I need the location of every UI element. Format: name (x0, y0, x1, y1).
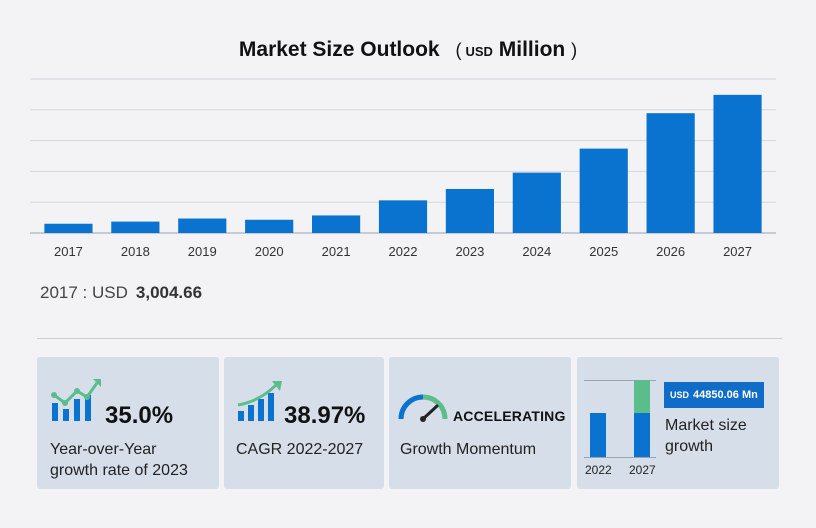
yoy-text: Year-over-Year growth rate of 2023 (50, 439, 188, 481)
base-value: 2017 : USD 3,004.66 (40, 283, 202, 303)
mini-chart-baseline (584, 457, 656, 458)
badge-value: 44850.06 Mn (693, 389, 758, 401)
growth-chart-icon (51, 379, 101, 421)
x-tick-label: 2017 (54, 244, 83, 259)
title-currency: USD (465, 44, 493, 59)
x-tick-label: 2021 (322, 244, 351, 259)
market-size-text: Market size growth (665, 415, 747, 457)
x-tick-label: 2020 (255, 244, 284, 259)
divider (37, 338, 782, 339)
bar-2025 (579, 148, 628, 233)
bar-chart: 2017 2018 2019 2020 2021 2022 2023 2024 2025 2026… (30, 78, 776, 259)
bar-2019 (178, 218, 227, 233)
cagr-value: 38.97% (284, 402, 366, 429)
title-text: Market Size Outlook (238, 38, 440, 61)
yoy-card: 35.0% Year-over-Year growth rate of 2023 (37, 357, 219, 489)
bar-2021 (312, 215, 361, 233)
base-value-number: 3,004.66 (135, 283, 203, 302)
x-tick-label: 2027 (723, 244, 752, 259)
x-tick-label: 2023 (455, 244, 484, 259)
yoy-text-line1: Year-over-Year (50, 441, 157, 458)
title-unit: Million (498, 38, 566, 61)
cagr-text: CAGR 2022-2027 (236, 441, 364, 458)
bar-2022 (378, 200, 428, 233)
x-tick-label: 2019 (188, 244, 217, 259)
speedometer-icon (398, 394, 448, 422)
cagr-card: 38.97% CAGR 2022-2027 (224, 357, 384, 489)
x-tick-label: 2026 (656, 244, 685, 259)
bar-2018 (111, 221, 160, 233)
mini-bar-2027 (634, 413, 650, 457)
x-tick-label: 2022 (389, 244, 418, 259)
mini-year-2022: 2022 (585, 463, 612, 477)
x-tick-label: 2024 (522, 244, 551, 259)
market-size-text-line1: Market size (665, 417, 747, 434)
title-close-paren: ) (571, 40, 578, 60)
mini-year-2027: 2027 (629, 463, 656, 477)
momentum-value: ACCELERATING (453, 408, 566, 424)
momentum-text: Growth Momentum (400, 441, 537, 458)
badge-currency: USD (670, 390, 690, 400)
market-size-card: 2022 2027 USD 44850.06 Mn Market size gro… (577, 357, 779, 489)
mini-bar-2022 (590, 413, 606, 457)
bar-2027 (713, 94, 762, 233)
bar-2026 (646, 113, 695, 233)
momentum-card: ACCELERATING Growth Momentum (389, 357, 571, 489)
market-size-badge: USD 44850.06 Mn (664, 382, 764, 408)
yoy-value: 35.0% (105, 402, 174, 429)
yoy-text-line2: growth rate of 2023 (50, 462, 188, 479)
bar-2017 (44, 223, 93, 233)
bar-2023 (445, 188, 494, 233)
base-value-label: 2017 : USD (40, 283, 128, 302)
mini-chart-top-line (584, 380, 656, 381)
title-open-paren: ( (455, 40, 462, 60)
bar-2024 (512, 172, 561, 233)
mini-bar-growth (634, 380, 650, 413)
chart-title: Market Size Outlook (USD Million ) (0, 38, 816, 62)
bar-2020 (245, 219, 294, 233)
rising-bars-icon (237, 381, 282, 421)
market-size-text-line2: growth (665, 438, 714, 455)
x-tick-label: 2018 (121, 244, 150, 259)
x-tick-label: 2025 (589, 244, 618, 259)
